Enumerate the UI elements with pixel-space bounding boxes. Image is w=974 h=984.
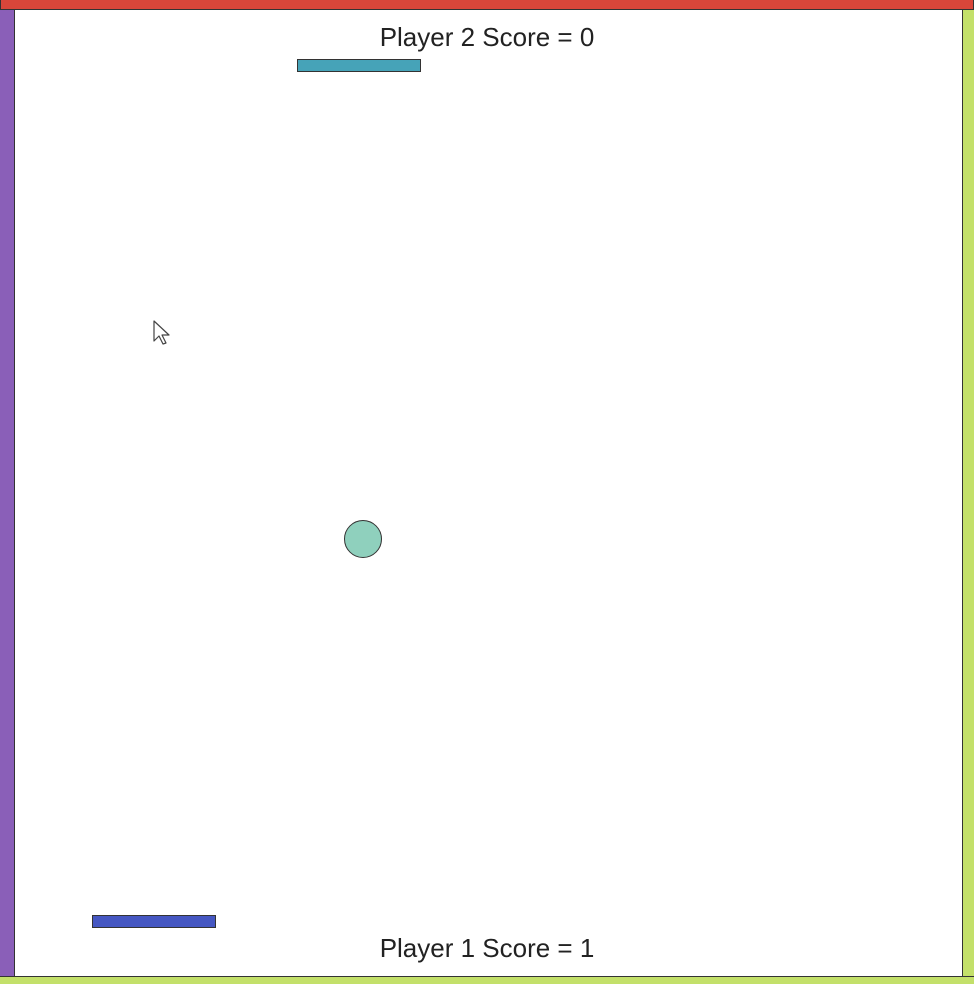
- player-2-paddle[interactable]: [297, 59, 421, 72]
- top-wall: [0, 0, 974, 10]
- player-2-score: Player 2 Score = 0: [379, 22, 595, 52]
- mouse-pointer-icon: [153, 320, 170, 345]
- player-1-paddle[interactable]: [92, 915, 216, 928]
- left-wall: [0, 10, 15, 976]
- right-wall: [962, 10, 974, 976]
- player-1-score: Player 1 Score = 1: [379, 933, 595, 963]
- ball: [344, 520, 382, 558]
- bottom-wall: [0, 976, 974, 984]
